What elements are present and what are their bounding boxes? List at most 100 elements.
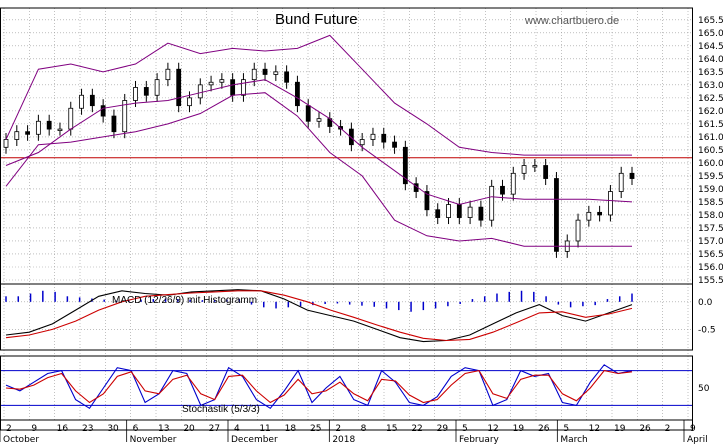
macd-panel <box>5 289 633 343</box>
x-tick-label: 5 <box>563 424 569 434</box>
candle-body <box>489 185 495 221</box>
candle-body <box>629 172 635 179</box>
candle-body <box>25 131 30 135</box>
candle-body <box>197 84 203 99</box>
candle-body <box>456 204 462 218</box>
y-tick-label: 164.5 <box>698 42 723 52</box>
x-tick-label: 29 <box>437 424 449 434</box>
x-tick-label: 19 <box>614 424 626 434</box>
x-tick-label: 5 <box>462 424 468 434</box>
y-tick-label: 165.0 <box>698 29 723 39</box>
y-tick-label: 164.0 <box>698 55 723 65</box>
x-tick-label: 13 <box>158 424 169 434</box>
candle-body <box>608 191 613 216</box>
x-tick-label: 26 <box>538 424 550 434</box>
candle-body <box>618 172 624 192</box>
candle-body <box>251 68 257 81</box>
candle-body <box>435 209 441 218</box>
x-tick-label: 20 <box>183 424 195 434</box>
grid <box>0 8 692 420</box>
candle-body <box>241 79 246 96</box>
y-tick-label: 162.0 <box>698 107 723 117</box>
y-tick-label: -0.5 <box>698 325 716 335</box>
x-tick-label: 11 <box>259 424 270 434</box>
candle-body <box>467 206 473 218</box>
x-tick-label: 19 <box>513 424 525 434</box>
bollinger-middle-band <box>5 79 633 206</box>
candle-body <box>510 172 516 195</box>
candle-body <box>359 139 365 146</box>
candle-body <box>89 94 95 107</box>
candle-body <box>554 178 559 252</box>
candle-body <box>348 128 354 146</box>
candle-body <box>284 71 290 83</box>
candle-body <box>597 211 603 216</box>
x-tick-label: 9 <box>31 424 37 434</box>
price-panel <box>0 34 692 258</box>
candle-body <box>392 141 397 148</box>
candle-body <box>305 105 311 122</box>
candle-body <box>68 107 74 130</box>
candle-body <box>14 131 20 140</box>
y-tick-label: 155.5 <box>698 276 723 286</box>
x-tick-label: 23 <box>82 424 93 434</box>
x-tick-label: 12 <box>487 424 498 434</box>
y-tick-label: 163.5 <box>698 68 723 78</box>
candle-body <box>133 87 138 101</box>
month-label: November <box>130 435 177 445</box>
y-tick-label: 156.0 <box>698 263 723 273</box>
candle-body <box>478 206 484 221</box>
x-tick-label: 15 <box>386 424 397 434</box>
y-tick-label: 158.5 <box>698 198 723 208</box>
y-tick-label: 157.0 <box>698 237 723 247</box>
y-tick-label: 156.5 <box>698 250 723 260</box>
x-tick-label: 4 <box>234 424 240 434</box>
candle-body <box>111 115 117 133</box>
x-tick-label: 18 <box>285 424 297 434</box>
y-tick-label: 50 <box>698 384 710 394</box>
x-tick-label: 27 <box>209 424 220 434</box>
candle-body <box>370 133 376 140</box>
candle-body <box>586 211 592 221</box>
candle-body <box>273 71 279 75</box>
candle-body <box>402 146 408 185</box>
x-tick-label: 2 <box>6 424 12 434</box>
candle-body <box>381 133 387 143</box>
candle-body <box>57 128 63 131</box>
candle-body <box>219 79 225 83</box>
y-tick-label: 163.0 <box>698 81 723 91</box>
x-tick-label: 22 <box>411 424 422 434</box>
bollinger-upper-band <box>5 34 632 156</box>
x-axis-strip <box>0 419 693 431</box>
stochastic-d-line <box>5 369 633 404</box>
y-tick-label: 160.5 <box>698 146 723 156</box>
candle-body <box>165 68 171 81</box>
month-label: October <box>3 435 39 445</box>
y-tick-label: 161.0 <box>698 133 723 143</box>
y-tick-label: 0.0 <box>698 298 713 308</box>
source-watermark: www.chartbuero.de <box>524 15 619 27</box>
candle-body <box>230 79 236 96</box>
macd-signal-line <box>5 290 633 342</box>
month-label: 2018 <box>332 435 355 445</box>
candle-body <box>143 87 149 96</box>
stochastic-panel <box>0 364 692 410</box>
month-label: April <box>687 435 708 445</box>
candle-body <box>500 185 505 195</box>
candle-body <box>543 165 549 179</box>
candle-body <box>187 97 192 107</box>
candle-body <box>3 139 9 148</box>
y-tick-label: 157.5 <box>698 224 723 234</box>
month-label: February <box>459 435 500 445</box>
bollinger-lower-band <box>5 92 632 247</box>
candle-body <box>35 120 41 135</box>
candle-body <box>521 165 527 174</box>
candle-body <box>122 100 128 133</box>
x-tick-label: 6 <box>133 424 139 434</box>
x-tick-label: 8 <box>361 424 367 434</box>
candle-body <box>154 79 160 96</box>
candle-body <box>532 165 538 168</box>
candle-body <box>295 81 300 107</box>
candle-body <box>316 118 322 122</box>
